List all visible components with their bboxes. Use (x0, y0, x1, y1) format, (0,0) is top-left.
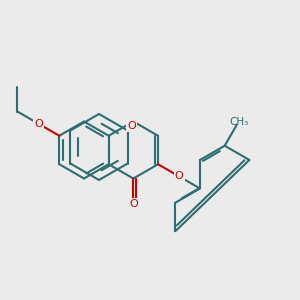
Text: O: O (128, 121, 136, 131)
Text: O: O (34, 118, 43, 129)
Text: O: O (175, 171, 183, 182)
Text: O: O (129, 199, 138, 209)
Text: CH₃: CH₃ (229, 117, 248, 127)
